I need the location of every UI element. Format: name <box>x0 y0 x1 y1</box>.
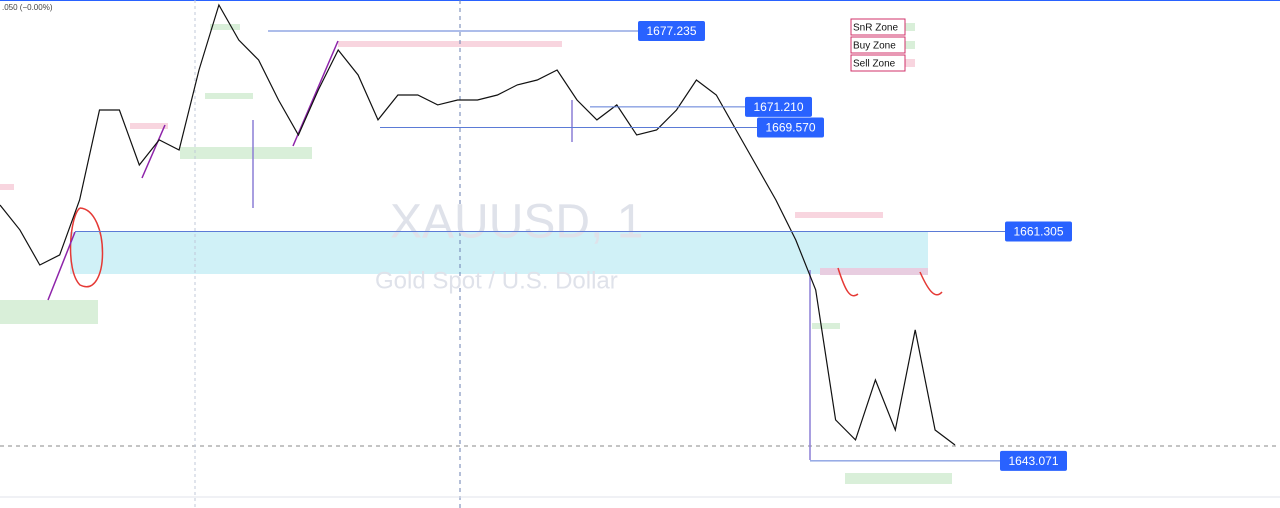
sell-zone <box>0 184 14 190</box>
sell-zone <box>338 41 562 47</box>
header-text: .050 (−0.00%) <box>2 3 53 12</box>
legend: SnR Zone Buy Zone Sell Zone <box>850 18 915 72</box>
measure-line <box>252 100 811 460</box>
buy-zone <box>845 473 952 484</box>
sell-zone <box>795 212 883 218</box>
price-label-box <box>745 96 812 117</box>
legend-label: Sell Zone <box>853 59 896 70</box>
buy-zone <box>0 300 98 324</box>
price-label: 1671.210 <box>753 100 803 114</box>
legend-swatch <box>905 41 915 49</box>
sell-zone <box>130 123 168 129</box>
legend-box <box>850 36 906 54</box>
watermark-symbol: XAUUSD, 1 <box>390 196 643 249</box>
watermark-description: Gold Spot / U.S. Dollar <box>375 267 618 294</box>
legend-box <box>850 18 906 36</box>
legend-box <box>850 54 906 72</box>
annotations <box>47 40 943 460</box>
legend-swatch <box>905 23 915 31</box>
arrow-annotation <box>837 267 859 297</box>
sell-zone <box>820 268 928 275</box>
buy-zone <box>205 93 253 99</box>
arrow-annotation <box>919 271 943 296</box>
buy-zone <box>812 323 840 329</box>
trend-line <box>47 40 339 301</box>
price-label: 1677.235 <box>646 24 696 38</box>
price-label-box <box>757 117 824 138</box>
buy-zone <box>210 24 240 30</box>
price-label-box <box>1000 450 1067 471</box>
circle-annotation <box>69 207 104 288</box>
price-label-box <box>1005 221 1072 242</box>
snr-zone <box>70 232 928 274</box>
price-label-box <box>638 21 705 42</box>
price-line <box>0 3 956 446</box>
zones <box>0 24 952 484</box>
legend-swatch <box>905 59 915 67</box>
legend-label: Buy Zone <box>853 41 896 52</box>
legend-label: SnR Zone <box>853 23 898 34</box>
buy-zone <box>180 147 312 159</box>
price-label: 1661.305 <box>1013 225 1063 239</box>
price-label: 1643.071 <box>1008 454 1058 468</box>
price-label: 1669.570 <box>765 121 815 135</box>
